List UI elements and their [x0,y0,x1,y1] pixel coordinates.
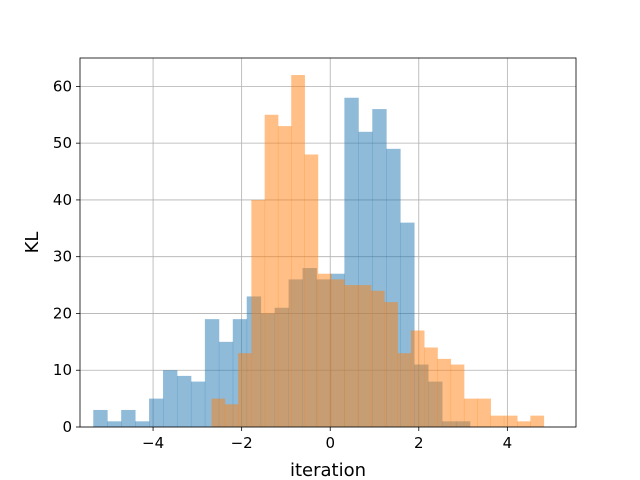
histogram-bar-series-2 [357,285,372,427]
histogram-bar-series-2 [224,404,239,427]
x-tick-label: 0 [325,434,335,452]
histogram-bar-series-2 [437,358,452,427]
histogram-bar-series-2 [463,398,478,427]
x-tick-label: −2 [231,434,253,452]
histogram-bar-series-2 [370,290,385,427]
y-tick-label: 0 [62,418,72,436]
histogram-bar-series-2 [251,199,266,427]
histogram-bar-series-2 [477,398,491,427]
y-tick-label: 20 [53,304,72,322]
grid-lines [80,58,576,428]
histogram-bars [93,75,545,428]
plot-frame [79,57,577,428]
histogram-bar-series-2 [517,421,531,427]
y-axis-label: KL [22,232,43,254]
y-tick-label: 60 [53,77,72,95]
y-axis: 0 10 20 30 40 50 60 [53,77,80,436]
histogram-bar-series-1 [93,409,108,427]
x-tick-label: 4 [503,434,513,452]
histogram-bar-series-1 [190,381,206,427]
y-tick-label: 10 [53,361,72,379]
histogram-bar-series-1 [135,421,150,427]
histogram-bar-series-2 [277,126,292,427]
x-axis: −4 −2 0 2 4 [142,427,512,452]
histogram-bar-series-2 [503,415,518,427]
histogram-bar-series-2 [344,285,359,427]
histogram-bar-series-2 [291,75,305,428]
histogram-bar-series-2 [264,114,279,428]
histogram-bar-series-2 [238,353,252,427]
histogram-bar-series-2 [530,415,545,427]
y-tick-label: 50 [53,134,72,152]
histogram-bar-series-2 [304,154,319,427]
histogram-bar-series-1 [176,375,192,427]
histogram-bar-series-2 [397,353,412,427]
histogram-bar-series-1 [163,370,178,427]
histogram-bar-series-1 [121,409,136,427]
histogram-bar-series-2 [450,364,465,427]
histogram-bar-series-2 [331,279,345,427]
histogram-bar-series-2 [410,330,425,427]
x-tick-label: −4 [142,434,164,452]
y-tick-label: 30 [53,248,72,266]
histogram-bar-series-1 [107,421,122,427]
x-tick-label: 2 [414,434,424,452]
histogram-bar-series-2 [384,302,398,427]
x-axis-label: iteration [290,460,366,480]
histogram-bar-series-2 [424,347,438,427]
y-tick-label: 40 [53,191,72,209]
histogram-bar-series-2 [490,415,505,427]
histogram-bar-series-2 [317,273,332,427]
histogram-bar-series-1 [149,398,164,427]
histogram-bar-series-2 [211,398,226,427]
